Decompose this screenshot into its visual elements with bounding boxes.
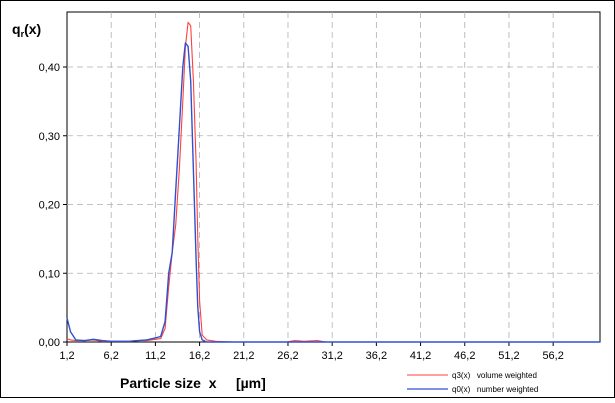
y-tick-label: 0,10 [39, 268, 60, 280]
x-tick-label: 11,2 [145, 350, 166, 362]
y-axis-label: qr(x) [12, 21, 41, 39]
y-tick-label: 0,30 [39, 131, 60, 143]
legend: q3(x) volume weighted q0(x) number weigh… [407, 371, 538, 394]
x-tick-label: 1,2 [59, 350, 74, 362]
series-layer [66, 21, 600, 343]
plot-area [66, 11, 601, 343]
x-tick-label: 6,2 [104, 350, 119, 362]
x-tick-label: 46,2 [454, 350, 475, 362]
y-tick-label: 0,00 [39, 337, 60, 349]
x-tick-label: 16,2 [189, 350, 210, 362]
x-tick-label: 56,2 [542, 350, 563, 362]
legend-label-q0: q0(x) number weighted [452, 385, 538, 394]
x-tick-label: 31,2 [321, 350, 342, 362]
x-tick-label: 21,2 [233, 350, 254, 362]
y-tick-label: 0,20 [39, 200, 60, 212]
x-tick-labels: 1,2 6,2 11,2 16,2 21,2 26,2 31,2 36,2 41,2 46,2 51… [59, 350, 564, 362]
series-line-q0 [66, 42, 600, 343]
x-axis-label: Particle size x [µm] [120, 375, 266, 391]
legend-label-q3: q3(x) volume weighted [452, 371, 537, 380]
x-tick-label: 41,2 [410, 350, 431, 362]
y-tick-labels: 0,00 0,10 0,20 0,30 0,40 [39, 62, 60, 349]
x-tick-label: 26,2 [277, 350, 298, 362]
x-tick-label: 36,2 [366, 350, 387, 362]
y-tick-label: 0,40 [39, 62, 60, 74]
x-tick-label: 51,2 [498, 350, 519, 362]
